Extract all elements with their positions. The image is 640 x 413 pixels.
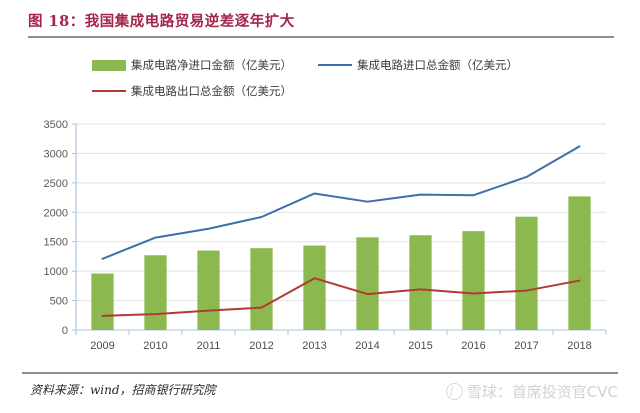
- legend-row-bottom: 集成电路出口总金额（亿美元）: [92, 78, 620, 104]
- x-axis-tick-label: 2016: [461, 340, 485, 352]
- chart-bar: [409, 235, 432, 330]
- legend-line-red-swatch-icon: [92, 90, 126, 92]
- legend-item-net-import[interactable]: 集成电路净进口金额（亿美元）: [92, 57, 292, 73]
- legend-label-net-import: 集成电路净进口金额（亿美元）: [131, 58, 292, 72]
- y-axis-tick-label: 0: [62, 325, 68, 337]
- chart-bar: [197, 250, 220, 330]
- x-axis-tick-label: 2010: [143, 340, 167, 352]
- footer-divider: [22, 372, 618, 374]
- y-axis-tick-label: 2500: [44, 178, 68, 190]
- source-note: 资料来源：wind，招商银行研究院: [30, 383, 216, 397]
- chart-bar: [515, 216, 538, 330]
- x-axis-tick-label: 2013: [302, 340, 326, 352]
- chart-bar: [250, 248, 273, 330]
- legend-item-total-export[interactable]: 集成电路出口总金额（亿美元）: [92, 83, 292, 99]
- x-axis-tick-label: 2018: [567, 340, 591, 352]
- chart-bar: [303, 245, 326, 330]
- chart-line: [101, 145, 581, 260]
- x-axis-tick-label: 2014: [355, 340, 379, 352]
- legend-label-total-export: 集成电路出口总金额（亿美元）: [131, 84, 292, 98]
- y-axis-tick-label: 2000: [44, 207, 68, 219]
- page-title: 图 18：我国集成电路贸易逆差逐年扩大: [28, 13, 295, 30]
- chart-bar: [144, 255, 167, 330]
- y-axis-tick-label: 1500: [44, 237, 68, 249]
- watermark: 雪球：首席投资官CVC: [445, 381, 618, 402]
- x-axis-tick-label: 2012: [249, 340, 273, 352]
- chart-y-axis: 0 500 1000 1500 2000 2500 3000 3500: [44, 119, 76, 337]
- legend-line-swatch-icon: [318, 64, 352, 66]
- trade-deficit-chart: 0 500 1000 1500 2000 2500 3000 3500 2009 2010 201…: [44, 119, 607, 352]
- x-axis-tick-label: 2017: [514, 340, 538, 352]
- chart-bar: [356, 237, 379, 330]
- figure-title-row: 图 18：我国集成电路贸易逆差逐年扩大: [28, 10, 612, 36]
- chart-bar: [91, 273, 114, 330]
- xueqiu-logo-icon: [445, 383, 463, 400]
- y-axis-tick-label: 1000: [44, 266, 68, 278]
- y-axis-tick-label: 3500: [44, 119, 68, 131]
- y-axis-tick-label: 500: [50, 296, 68, 308]
- chart-x-axis: 2009 2010 2011 2012 2013 2014 2015 2016 2017 2018: [75, 330, 607, 352]
- legend-bar-swatch-icon: [92, 59, 126, 71]
- x-axis-tick-label: 2011: [197, 340, 221, 352]
- chart-bar-series: [91, 196, 591, 330]
- chart-line: [101, 277, 581, 317]
- legend-label-total-import: 集成电路进口总金额（亿美元）: [357, 58, 518, 72]
- chart-area: 0 500 1000 1500 2000 2500 3000 3500 2009 2010 201…: [28, 112, 618, 362]
- title-divider: [28, 36, 614, 38]
- legend-row-top: 集成电路净进口金额（亿美元） 集成电路进口总金额（亿美元）: [92, 52, 620, 78]
- chart-line-series: [101, 145, 581, 317]
- watermark-text: 雪球：首席投资官CVC: [466, 383, 618, 401]
- x-axis-tick-label: 2015: [408, 340, 432, 352]
- chart-legend: 集成电路净进口金额（亿美元） 集成电路进口总金额（亿美元） 集成电路出口总金额（…: [92, 52, 620, 104]
- chart-bar: [462, 231, 485, 330]
- y-axis-tick-label: 3000: [44, 148, 68, 160]
- chart-bar: [568, 196, 591, 330]
- x-axis-tick-label: 2009: [90, 340, 114, 352]
- legend-item-total-import[interactable]: 集成电路进口总金额（亿美元）: [318, 57, 518, 73]
